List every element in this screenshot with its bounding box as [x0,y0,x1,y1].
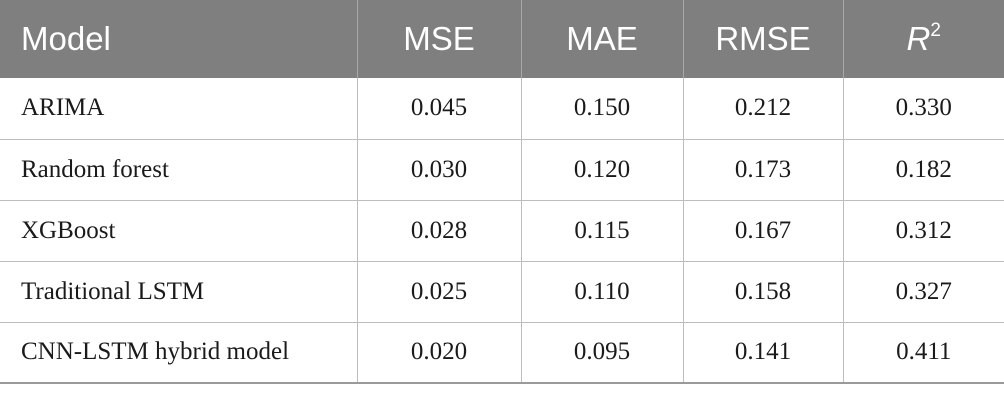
cell-r2: 0.327 [842,261,1004,323]
cell-r2: 0.312 [842,200,1004,262]
cell-mae: 0.095 [520,322,683,384]
header-r2-base: R [906,20,931,57]
cell-rmse: 0.158 [682,261,843,323]
cell-mse: 0.028 [356,200,521,262]
cell-rmse: 0.212 [682,78,843,140]
cell-mae: 0.120 [520,139,683,201]
cell-mae: 0.150 [520,78,683,140]
cell-mae: 0.115 [520,200,683,262]
header-mae: MAE [520,0,683,78]
table-row: CNN-LSTM hybrid model 0.020 0.095 0.141 … [0,322,1004,384]
header-model: Model [21,20,111,57]
table-row: ARIMA 0.045 0.150 0.212 0.330 [0,78,1004,140]
results-table: Model MSE MAE RMSE R2 ARIMA 0.045 0.150 … [0,0,1004,384]
cell-mae: 0.110 [520,261,683,323]
header-rmse: RMSE [682,0,843,78]
table-row: Random forest 0.030 0.120 0.173 0.182 [0,139,1004,201]
header-r2: R2 [842,0,1004,78]
cell-model: CNN-LSTM hybrid model [0,322,357,384]
cell-r2: 0.411 [842,322,1004,384]
header-row: Model MSE MAE RMSE R2 [0,0,1004,78]
table-row: Traditional LSTM 0.025 0.110 0.158 0.327 [0,261,1004,323]
table-row: XGBoost 0.028 0.115 0.167 0.312 [0,200,1004,262]
cell-model: ARIMA [0,78,357,140]
cell-model: Random forest [0,139,357,201]
cell-model: XGBoost [0,200,357,262]
cell-rmse: 0.141 [682,322,843,384]
cell-rmse: 0.167 [682,200,843,262]
header-r2-superscript: 2 [930,20,941,41]
cell-mse: 0.020 [356,322,521,384]
table-header: Model MSE MAE RMSE R2 [0,0,1004,78]
cell-r2: 0.330 [842,78,1004,140]
cell-mse: 0.025 [356,261,521,323]
cell-mse: 0.030 [356,139,521,201]
cell-r2: 0.182 [842,139,1004,201]
header-mse: MSE [356,0,521,78]
cell-model: Traditional LSTM [0,261,357,323]
table-body: ARIMA 0.045 0.150 0.212 0.330 Random for… [0,78,1004,384]
cell-rmse: 0.173 [682,139,843,201]
cell-mse: 0.045 [356,78,521,140]
